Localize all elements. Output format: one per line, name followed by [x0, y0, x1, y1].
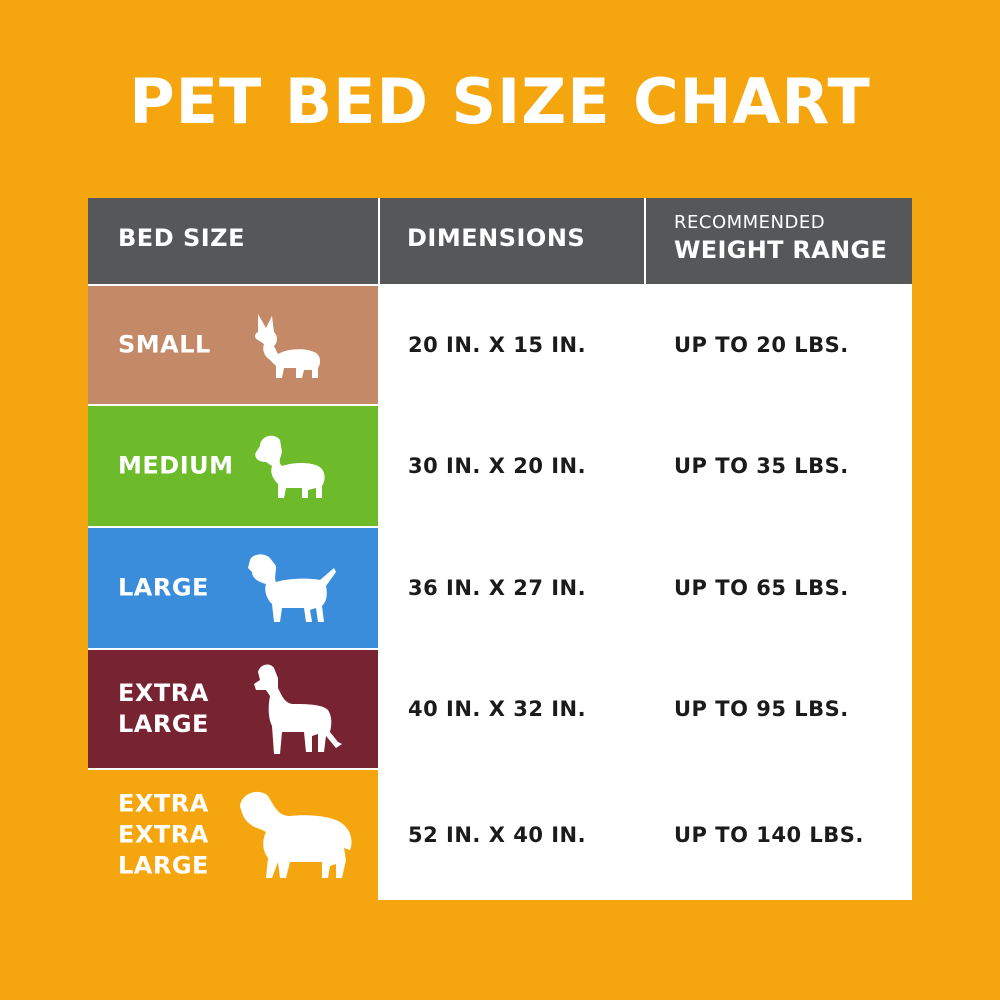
size-label-extra-large: EXTRA LARGE: [118, 679, 209, 738]
row-large-weight: UP TO 65 LBS.: [646, 528, 912, 648]
page-title: PET BED SIZE CHART: [129, 65, 871, 138]
header-bed-size: BED SIZE: [88, 198, 378, 284]
row-small-dimensions: 20 IN. X 15 IN.: [380, 286, 644, 404]
row-medium-weight: UP TO 35 LBS.: [646, 406, 912, 526]
dimensions-value: 36 IN. X 27 IN.: [408, 576, 587, 600]
dimensions-value: 52 IN. X 40 IN.: [408, 823, 587, 847]
dimensions-value: 40 IN. X 32 IN.: [408, 697, 587, 721]
weight-value: UP TO 140 LBS.: [674, 823, 864, 847]
row-extra-large-size-cell: EXTRA LARGE: [88, 650, 378, 768]
weight-value: UP TO 65 LBS.: [674, 576, 849, 600]
row-extra-large-weight: UP TO 95 LBS.: [646, 650, 912, 768]
weight-value: UP TO 20 LBS.: [674, 333, 849, 357]
row-extra-extra-large-dimensions: 52 IN. X 40 IN.: [380, 770, 644, 900]
header-dimensions: DIMENSIONS: [380, 198, 644, 284]
row-large-dimensions: 36 IN. X 27 IN.: [380, 528, 644, 648]
row-extra-extra-large-size-cell: EXTRA EXTRA LARGE: [88, 770, 378, 900]
weight-value: UP TO 95 LBS.: [674, 697, 849, 721]
extra-extra-large-dog-icon: [238, 788, 356, 884]
header-bed-size-label: BED SIZE: [118, 224, 245, 252]
size-label-medium: MEDIUM: [118, 451, 234, 480]
header-weight-recommended: RECOMMENDED: [674, 212, 826, 233]
row-medium-size-cell: MEDIUM: [88, 406, 378, 526]
dimensions-value: 20 IN. X 15 IN.: [408, 333, 587, 357]
large-dog-icon: [246, 552, 338, 624]
row-extra-extra-large-weight: UP TO 140 LBS.: [646, 770, 912, 900]
small-dog-icon: [248, 312, 324, 380]
extra-large-dog-icon: [252, 662, 344, 756]
dimensions-value: 30 IN. X 20 IN.: [408, 454, 587, 478]
row-extra-large-dimensions: 40 IN. X 32 IN.: [380, 650, 644, 768]
size-label-large: LARGE: [118, 573, 209, 602]
row-small-weight: UP TO 20 LBS.: [646, 286, 912, 404]
row-small-size-cell: SMALL: [88, 286, 378, 404]
size-chart-table: BED SIZE DIMENSIONS RECOMMENDED WEIGHT R…: [88, 198, 912, 900]
header-weight-range: RECOMMENDED WEIGHT RANGE: [646, 198, 912, 284]
medium-dog-icon: [252, 432, 328, 500]
row-medium-dimensions: 30 IN. X 20 IN.: [380, 406, 644, 526]
row-large-size-cell: LARGE: [88, 528, 378, 648]
size-label-small: SMALL: [118, 330, 211, 359]
size-label-extra-extra-large: EXTRA EXTRA LARGE: [118, 789, 209, 880]
header-weight-range-label: WEIGHT RANGE: [674, 236, 888, 264]
header-dimensions-label: DIMENSIONS: [407, 224, 586, 252]
weight-value: UP TO 35 LBS.: [674, 454, 849, 478]
